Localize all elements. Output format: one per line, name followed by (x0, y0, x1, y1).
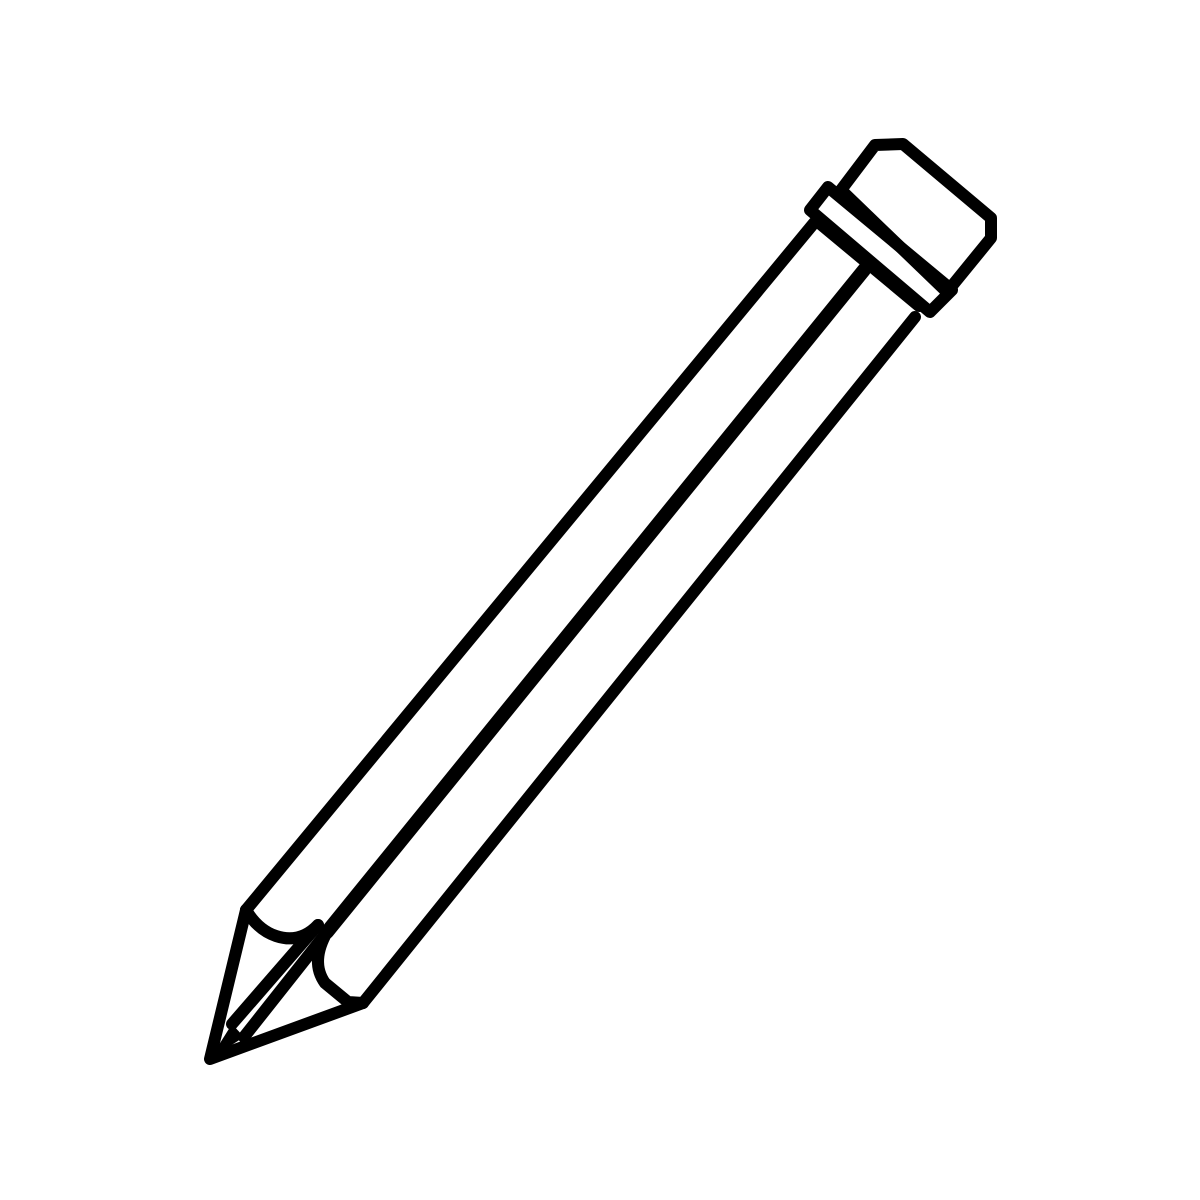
pencil-body-left-edge (240, 217, 820, 916)
graphite-point (210, 1024, 244, 1059)
pencil-body-right-edge (357, 311, 921, 1009)
ferrule-band (804, 181, 958, 318)
pencil-graphite-tip-lower (238, 926, 333, 1043)
pencil-center-facet (320, 263, 871, 939)
pencil-graphite-tip (226, 919, 324, 1030)
ferrule-inner-line (812, 216, 925, 312)
